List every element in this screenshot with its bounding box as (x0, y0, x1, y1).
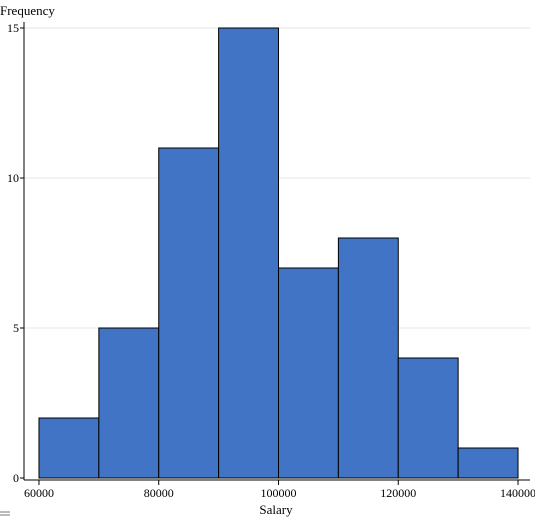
histogram-bar-7 (457, 447, 519, 479)
histogram-bar-5 (337, 237, 399, 479)
bars (38, 27, 519, 479)
histogram-bar-6 (397, 357, 459, 479)
x-axis-title: Salary (259, 502, 293, 517)
y-tick-label-5: 5 (13, 321, 19, 335)
histogram-bar-4 (277, 267, 339, 479)
histogram-bar-0 (38, 417, 100, 479)
x-tick-label-120000: 120000 (380, 486, 416, 500)
y-tick-label-15: 15 (7, 21, 19, 35)
x-tick-label-80000: 80000 (144, 486, 174, 500)
histogram-bar-3 (218, 27, 279, 479)
x-tick-label-100000: 100000 (260, 486, 296, 500)
x-tick-label-140000: 140000 (500, 486, 535, 500)
y-tick-label-10: 10 (7, 171, 19, 185)
ticks: 0 5 10 15 60000 80000 100000 120000 140000 (7, 21, 535, 500)
y-tick-label-0: 0 (13, 471, 19, 485)
y-axis-title: Frequency (0, 3, 55, 18)
axes (23, 22, 530, 481)
menu-icon[interactable] (0, 511, 10, 516)
x-tick-label-60000: 60000 (24, 486, 54, 500)
histogram-bar-1 (98, 327, 160, 479)
histogram-bar-2 (158, 147, 220, 479)
